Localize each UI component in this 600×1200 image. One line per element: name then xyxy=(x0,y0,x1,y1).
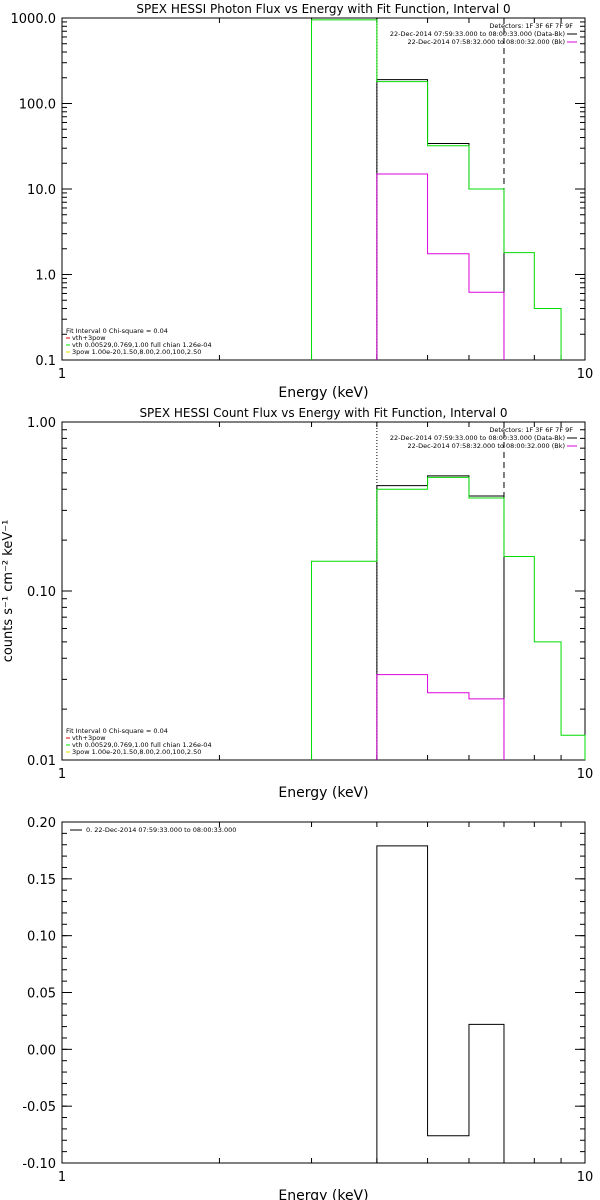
y-tick-label-0-1: 1.0 xyxy=(35,269,56,284)
plot-title-0: SPEX HESSI Photon Flux vs Energy with Fi… xyxy=(136,2,510,16)
plot-frame-2 xyxy=(61,821,586,1164)
series-1-0 xyxy=(376,475,505,760)
series-1-1 xyxy=(311,476,586,760)
y-tick-label-2-5: 0.15 xyxy=(27,873,56,888)
legend-bottom-1-2: vth 0.00529,0.769,1.00 full chian 1.26e-… xyxy=(72,741,212,749)
y-tick-label-2-4: 0.10 xyxy=(27,930,56,945)
legend-top-0-0: Detectors: 1F 3F 6F 7F 9F xyxy=(489,22,573,30)
x-tick-label-0-1: 10 xyxy=(577,367,594,382)
series-1-2 xyxy=(376,674,505,760)
x-tick-label-1-1: 10 xyxy=(577,767,594,782)
legend-top-0-2: 22-Dec-2014 07:58:32.000 to 08:00:32.000… xyxy=(408,38,566,46)
legend-bottom-0-1: vth+3pow xyxy=(72,334,106,342)
x-tick-label-1-0: 1 xyxy=(58,767,66,782)
legend-bottom-0-0: Fit Interval 0 Chi-square = 0.04 xyxy=(66,327,168,335)
y-tick-label-2-0: -0.10 xyxy=(22,1157,56,1172)
x-tick-label-0-0: 1 xyxy=(58,367,66,382)
x-tick-label-2-0: 1 xyxy=(58,1170,66,1185)
y-tick-label-1-1: 0.10 xyxy=(27,585,56,600)
plot-title-1: SPEX HESSI Count Flux vs Energy with Fit… xyxy=(139,406,507,420)
legend-top-0-1: 22-Dec-2014 07:59:33.000 to 08:00:33.000… xyxy=(390,30,565,38)
y-tick-label-0-3: 100.0 xyxy=(19,98,56,113)
plot-frame-0 xyxy=(61,17,586,361)
legend-bottom-1-1: vth+3pow xyxy=(72,734,106,742)
plot-frame-1 xyxy=(61,421,586,761)
x-axis-label-2: Energy (keV) xyxy=(278,1188,368,1200)
y-tick-label-1-2: 1.00 xyxy=(27,416,56,431)
series-0-1 xyxy=(311,19,562,360)
y-tick-label-0-0: 0.1 xyxy=(35,354,56,369)
legend-bottom-0-2: vth 0.00529,0.769,1.00 full chian 1.26e-… xyxy=(72,341,212,349)
legend-bottom-0-3: 3pow 1.00e-20,1.50,8.00,2.00,100,2.50 xyxy=(72,348,201,356)
y-tick-label-2-6: 0.20 xyxy=(27,816,56,831)
series-0-0 xyxy=(376,79,505,360)
y-axis-label-1: counts s⁻¹ cm⁻² keV⁻¹ xyxy=(1,520,16,663)
legend-top-1-2: 22-Dec-2014 07:58:32.000 to 08:00:32.000… xyxy=(408,442,566,450)
x-axis-label-1: Energy (keV) xyxy=(278,785,368,801)
legend-top-1-1: 22-Dec-2014 07:59:33.000 to 08:00:33.000… xyxy=(390,434,565,442)
y-tick-label-2-3: 0.05 xyxy=(27,987,56,1002)
legend-top-2-0: 0. 22-Dec-2014 07:59:33.000 to 08:00:33.… xyxy=(86,826,236,834)
x-axis-label-0: Energy (keV) xyxy=(278,385,368,401)
x-tick-label-2-1: 10 xyxy=(577,1170,594,1185)
y-tick-label-0-2: 10.0 xyxy=(27,183,56,198)
y-tick-label-2-1: -0.05 xyxy=(22,1100,56,1115)
y-tick-label-1-0: 0.01 xyxy=(27,754,56,769)
y-tick-label-0-4: 1000.0 xyxy=(11,12,57,27)
y-tick-label-2-2: 0.00 xyxy=(27,1043,56,1058)
legend-bottom-1-3: 3pow 1.00e-20,1.50,8.00,2.00,100,2.50 xyxy=(72,748,201,756)
series-0-2 xyxy=(376,173,505,360)
legend-top-1-0: Detectors: 1F 3F 6F 7F 9F xyxy=(489,426,573,434)
series-2-0 xyxy=(376,845,505,1163)
legend-bottom-1-0: Fit Interval 0 Chi-square = 0.04 xyxy=(66,727,168,735)
